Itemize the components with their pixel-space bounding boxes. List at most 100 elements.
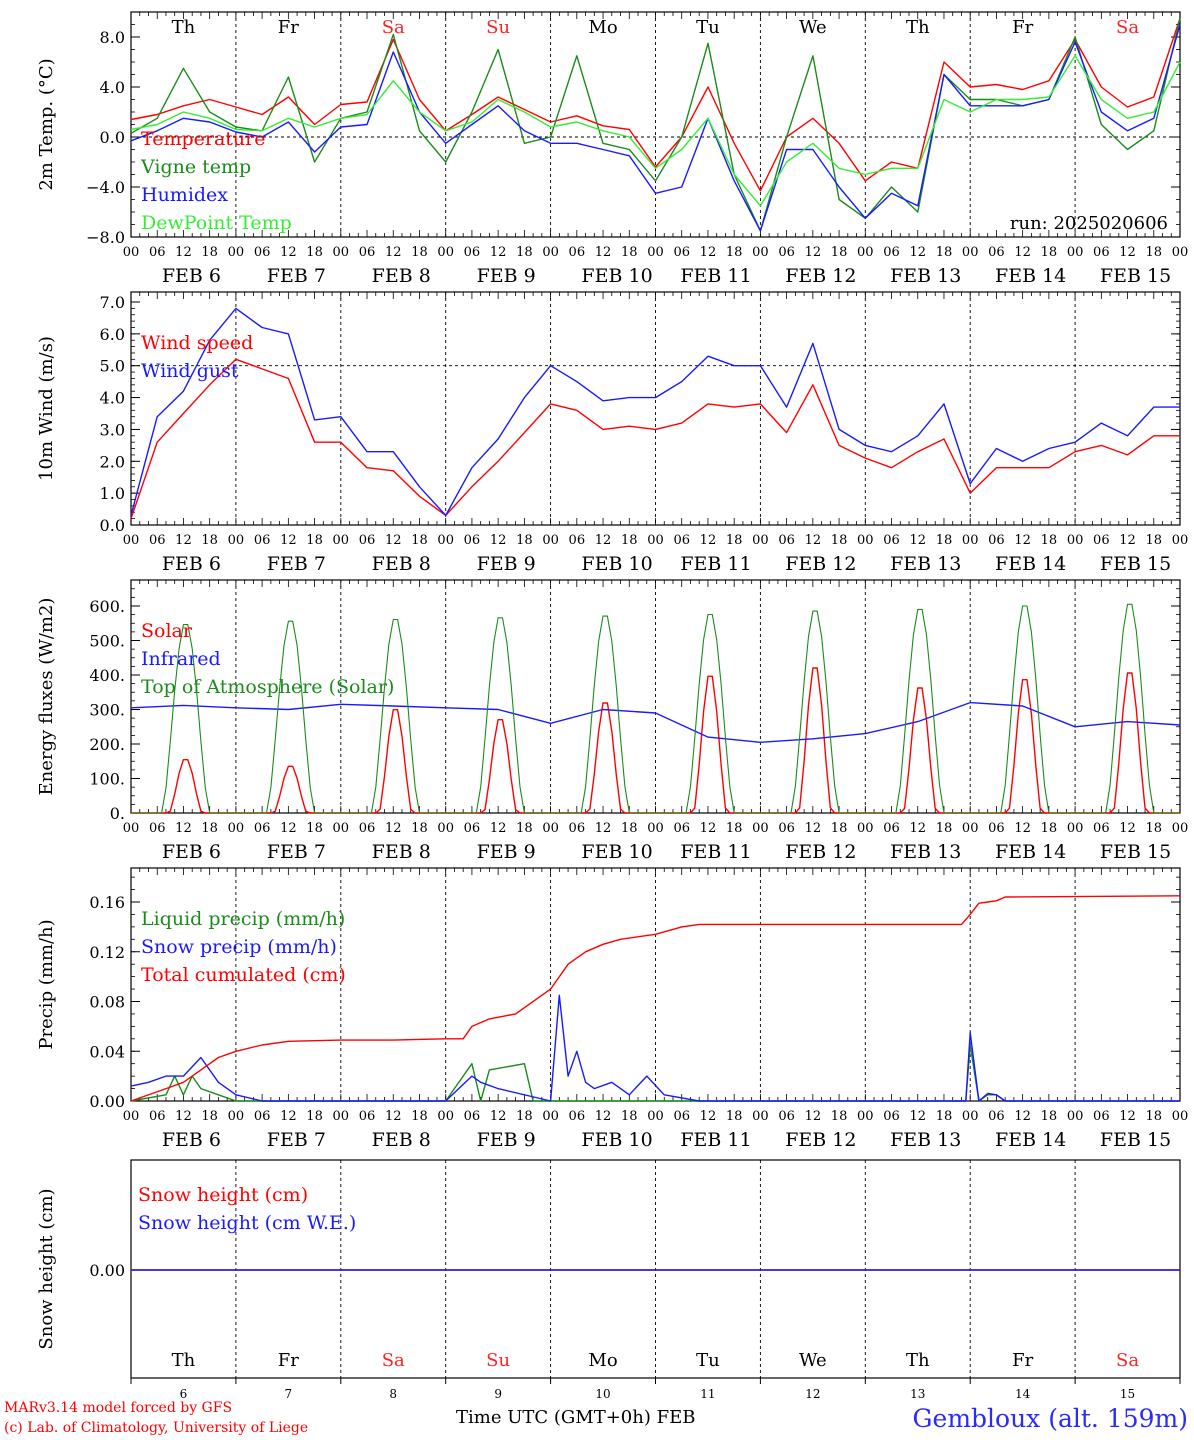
weekday-label: Th: [906, 1350, 930, 1371]
weekday-label: Fr: [278, 17, 299, 38]
hour-tick-label: 06: [464, 821, 481, 836]
date-label: FEB 6: [162, 1129, 221, 1151]
hour-tick-label: 18: [621, 821, 638, 836]
y-tick-label: 2.0: [100, 452, 125, 471]
date-label: FEB 13: [890, 553, 961, 575]
hour-tick-label: 00: [857, 821, 874, 836]
hour-tick-label: 00: [123, 245, 140, 260]
hour-tick-label: 18: [411, 245, 428, 260]
date-label: FEB 10: [581, 265, 652, 287]
day-number-label: 13: [910, 1387, 925, 1401]
y-tick-label: 600.: [89, 597, 125, 616]
hour-tick-label: 12: [1014, 533, 1031, 548]
hour-tick-label: 18: [201, 821, 218, 836]
hour-tick-label: 18: [516, 821, 533, 836]
hour-tick-label: 18: [1041, 245, 1058, 260]
day-number-label: 9: [494, 1387, 502, 1401]
hour-tick-label: 06: [778, 533, 795, 548]
hour-tick-label: 12: [909, 245, 926, 260]
weekday-label: Sa: [382, 17, 405, 38]
hour-tick-label: 06: [254, 1109, 271, 1124]
day-number-label: 6: [180, 1387, 188, 1401]
hour-tick-label: 00: [542, 533, 559, 548]
hour-tick-label: 00: [857, 245, 874, 260]
hour-tick-label: 00: [752, 533, 769, 548]
y-tick-label: 8.0: [100, 28, 125, 47]
hour-tick-label: 18: [726, 245, 743, 260]
date-label: FEB 10: [581, 553, 652, 575]
date-label: FEB 8: [372, 553, 431, 575]
weekday-label: Mo: [588, 1350, 617, 1371]
hour-tick-label: 06: [778, 245, 795, 260]
series-line-snow-precip-mm-h-: [130, 994, 1180, 1102]
hour-tick-label: 18: [201, 1109, 218, 1124]
legend-entry: DewPoint Temp: [141, 212, 292, 234]
date-label: FEB 14: [995, 1129, 1066, 1151]
date-label: FEB 7: [267, 265, 326, 287]
hour-tick-label: 06: [254, 821, 271, 836]
hour-tick-label: 12: [175, 245, 192, 260]
run-annotation: run: 2025020606: [1010, 213, 1168, 234]
hour-tick-label: 00: [228, 1109, 245, 1124]
y-tick-label: 6.0: [100, 325, 125, 344]
date-label: FEB 12: [785, 841, 856, 863]
date-label: FEB 14: [995, 841, 1066, 863]
hour-tick-label: 00: [647, 245, 664, 260]
weekday-label: Mo: [588, 17, 617, 38]
date-label: FEB 12: [785, 553, 856, 575]
y-tick-label: 0.04: [89, 1042, 125, 1061]
hour-tick-label: 06: [1093, 821, 1110, 836]
hour-tick-label: 06: [569, 1109, 586, 1124]
hour-tick-label: 00: [857, 533, 874, 548]
weekday-label: Th: [906, 17, 930, 38]
y-tick-label: 0.00: [89, 1261, 125, 1280]
hour-tick-label: 06: [569, 533, 586, 548]
series-line-top-of-atmosphere-solar-: [131, 603, 1180, 814]
hour-tick-label: 00: [962, 533, 979, 548]
hour-tick-label: 18: [201, 245, 218, 260]
hour-tick-label: 06: [464, 533, 481, 548]
series-line-wind-speed: [130, 358, 1180, 519]
hour-tick-label: 18: [516, 245, 533, 260]
hour-tick-label: 12: [385, 245, 402, 260]
weekday-label: Sa: [1116, 1350, 1139, 1371]
hour-tick-label: 06: [883, 821, 900, 836]
y-tick-label: 3.0: [100, 420, 125, 439]
hour-tick-label: 06: [464, 1109, 481, 1124]
weekday-label: Tu: [696, 17, 720, 38]
hour-tick-label: 00: [1067, 245, 1084, 260]
legend-entry: Wind gust: [141, 360, 239, 382]
hour-tick-label: 12: [909, 533, 926, 548]
series-line-dewpoint-temp: [130, 55, 1181, 207]
hour-tick-label: 12: [490, 245, 507, 260]
hour-tick-label: 00: [1172, 533, 1189, 548]
hour-tick-label: 12: [175, 533, 192, 548]
date-label: FEB 8: [372, 265, 431, 287]
day-number-label: 7: [285, 1387, 293, 1401]
date-label: FEB 14: [995, 265, 1066, 287]
hour-tick-label: 12: [700, 1109, 717, 1124]
y-tick-label: 300.: [89, 701, 125, 720]
hour-tick-label: 18: [1146, 821, 1163, 836]
y-tick-label: 0.16: [89, 893, 125, 912]
y-tick-label: 4.0: [100, 389, 125, 408]
weekday-label: Fr: [1012, 17, 1033, 38]
hour-tick-label: 18: [831, 1109, 848, 1124]
hour-tick-label: 00: [333, 1109, 350, 1124]
hour-tick-label: 12: [595, 533, 612, 548]
hour-tick-label: 18: [1146, 245, 1163, 260]
hour-tick-label: 12: [909, 1109, 926, 1124]
hour-tick-label: 18: [306, 821, 323, 836]
legend-entry: Infrared: [141, 648, 221, 670]
hour-tick-label: 00: [1172, 1109, 1189, 1124]
hour-tick-label: 06: [359, 533, 376, 548]
weekday-label: Sa: [382, 1350, 405, 1371]
y-tick-label: 500.: [89, 632, 125, 651]
hour-tick-label: 00: [542, 821, 559, 836]
date-label: FEB 12: [785, 265, 856, 287]
day-number-label: 11: [700, 1387, 715, 1401]
date-label: FEB 9: [477, 553, 536, 575]
hour-tick-label: 12: [1014, 245, 1031, 260]
date-label: FEB 11: [680, 1129, 751, 1151]
hour-tick-label: 18: [831, 821, 848, 836]
